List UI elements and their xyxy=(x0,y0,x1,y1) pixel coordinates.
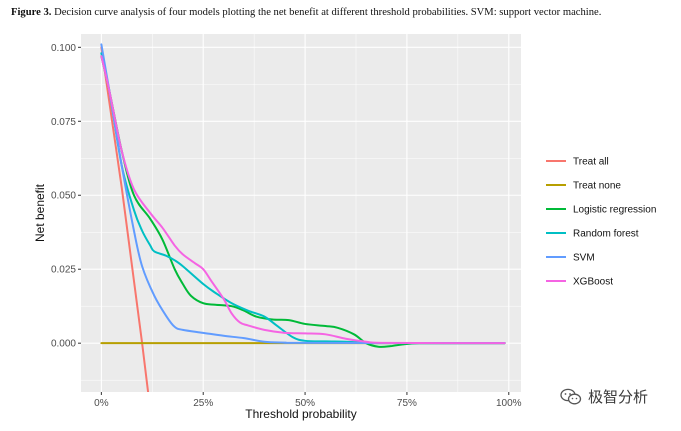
series-line-xgboost xyxy=(100,55,506,345)
x-tick-label: 100% xyxy=(496,398,522,409)
y-axis-title: Net benefit xyxy=(33,183,47,242)
series-line-svm xyxy=(100,43,506,345)
figure-caption: Figure 3. Decision curve analysis of fou… xyxy=(11,7,676,18)
x-tick-label: 0% xyxy=(94,398,109,409)
series-line-random-forest xyxy=(100,52,506,345)
legend-label-xgboost: XGBoost xyxy=(573,277,613,288)
watermark: 极智分析 xyxy=(560,386,648,407)
x-tick-label: 75% xyxy=(397,398,417,409)
legend-label-svm: SVM xyxy=(573,253,595,264)
legend-label-logistic-regression: Logistic regression xyxy=(573,205,656,216)
y-tick-label: 0.000 xyxy=(51,339,76,350)
x-tick-label: 50% xyxy=(295,398,315,409)
figure-label: Figure 3. xyxy=(11,7,52,18)
y-tick-label: 0.075 xyxy=(51,117,76,128)
wechat-icon xyxy=(560,388,582,404)
legend-label-treat-all: Treat all xyxy=(573,157,609,168)
series-line-treat-all xyxy=(100,46,150,392)
legend-label-random-forest: Random forest xyxy=(573,229,639,240)
legend: Treat all Treat none Logistic regression Ra… xyxy=(546,157,656,288)
figure-caption-text: Decision curve analysis of four models p… xyxy=(54,7,602,18)
y-tick-label: 0.100 xyxy=(51,43,76,54)
series-line-logistic-regression xyxy=(100,55,506,348)
x-axis-title: Threshold probability xyxy=(245,407,356,421)
x-tick-label: 25% xyxy=(193,398,213,409)
y-tick-label: 0.050 xyxy=(51,191,76,202)
y-tick-label: 0.025 xyxy=(51,265,76,276)
legend-label-treat-none: Treat none xyxy=(573,181,621,192)
watermark-text: 极智分析 xyxy=(588,388,649,406)
